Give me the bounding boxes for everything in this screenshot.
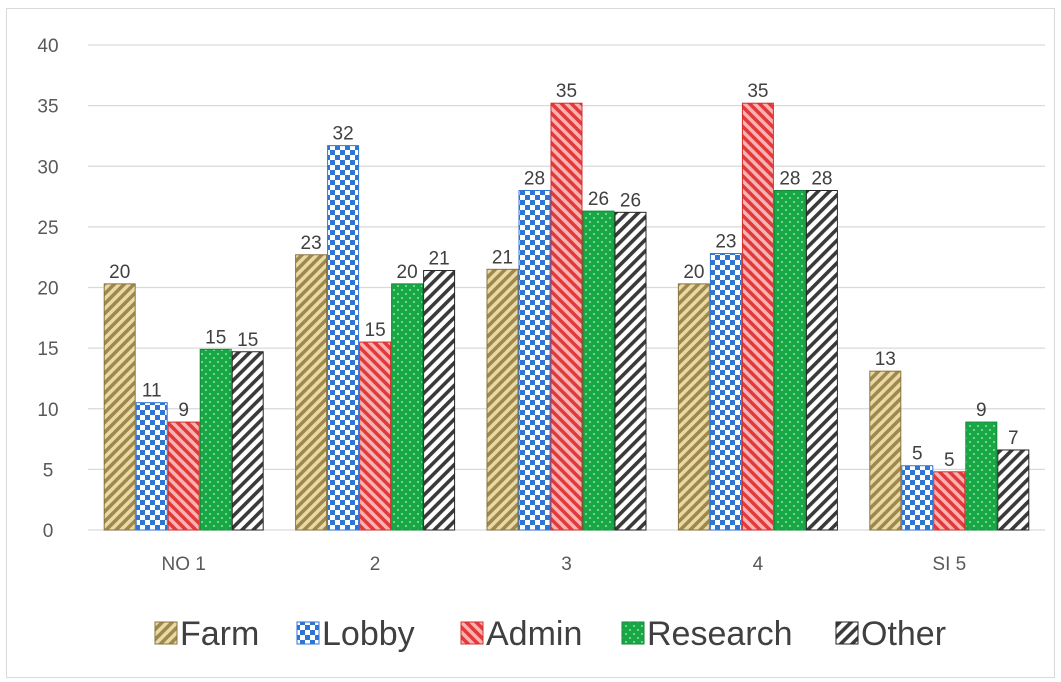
bar-farm — [869, 370, 902, 531]
y-tick-label: 20 — [37, 279, 58, 300]
bar-lobby — [135, 402, 168, 531]
bar-lobby — [327, 145, 360, 531]
legend-label-research: Research — [647, 615, 793, 653]
bar-admin — [167, 421, 200, 531]
data-label: 26 — [620, 190, 641, 211]
bar-research — [582, 210, 615, 531]
y-tick-label: 10 — [37, 400, 58, 421]
bar-admin — [550, 102, 583, 531]
data-label: 21 — [429, 249, 450, 270]
data-labels: 20 11 9 15 15 23 32 15 20 21 21 28 35 26 26 20 23 35 28 28 1… — [109, 81, 1018, 471]
data-label: 35 — [556, 81, 577, 102]
y-tick-label: 35 — [37, 97, 58, 118]
bar-other — [231, 351, 264, 531]
bar-farm — [677, 283, 710, 531]
y-tick-label: 40 — [37, 36, 58, 57]
data-label: 26 — [588, 189, 609, 210]
data-label: 15 — [237, 330, 258, 351]
legend-swatch-other — [835, 621, 859, 645]
data-label: 20 — [683, 262, 704, 283]
bars — [103, 102, 1030, 531]
legend-label-farm: Farm — [180, 615, 259, 653]
x-category-label: 3 — [561, 554, 572, 575]
legend-label-other: Other — [861, 615, 946, 653]
data-label: 28 — [811, 169, 832, 190]
bar-research — [199, 348, 232, 531]
legend-swatch-lobby — [296, 621, 320, 645]
bar-admin — [741, 102, 774, 531]
bar-other — [614, 211, 647, 531]
x-category-label: 4 — [753, 554, 764, 575]
bar-farm — [486, 268, 519, 531]
data-label: 5 — [944, 450, 955, 471]
data-label: 13 — [875, 349, 896, 370]
x-axis-categories: NO 1 2 3 4 SI 5 — [162, 554, 967, 575]
data-label: 9 — [178, 400, 189, 421]
x-category-label: SI 5 — [932, 554, 966, 575]
data-label: 23 — [301, 233, 322, 254]
x-category-label: 2 — [370, 554, 381, 575]
bar-lobby — [901, 465, 934, 531]
legend-swatch-farm — [154, 621, 178, 645]
bar-farm — [295, 254, 328, 531]
bar-farm — [103, 283, 136, 531]
data-label: 20 — [109, 262, 130, 283]
data-label: 20 — [397, 262, 418, 283]
data-label: 32 — [333, 124, 354, 145]
legend-swatch-admin — [460, 621, 484, 645]
bar-lobby — [518, 190, 551, 531]
data-label: 15 — [205, 327, 226, 348]
bar-research — [773, 190, 806, 531]
data-label: 28 — [779, 169, 800, 190]
y-tick-label: 30 — [37, 157, 58, 178]
data-label: 5 — [912, 444, 923, 465]
data-label: 15 — [365, 320, 386, 341]
data-label: 11 — [142, 381, 162, 402]
bar-other — [423, 270, 456, 531]
legend-swatch-research — [621, 621, 645, 645]
data-label: 35 — [747, 81, 768, 102]
x-category-label: NO 1 — [162, 554, 206, 575]
legend-label-admin: Admin — [486, 615, 582, 653]
bar-research — [391, 283, 424, 531]
bar-admin — [359, 341, 392, 531]
data-label: 28 — [524, 169, 545, 190]
bar-admin — [933, 471, 966, 531]
bar-lobby — [709, 253, 742, 531]
legend-label-lobby: Lobby — [322, 615, 415, 653]
legend: Farm Lobby Admin Research Other — [154, 615, 946, 653]
data-label: 7 — [1008, 428, 1019, 449]
y-tick-label: 5 — [43, 460, 54, 481]
y-tick-label: 0 — [43, 521, 54, 542]
data-label: 23 — [715, 232, 736, 253]
y-tick-label: 15 — [37, 339, 58, 360]
y-axis-ticks: 0 5 10 15 20 25 30 35 40 — [37, 36, 58, 542]
bar-research — [965, 421, 998, 531]
bar-other — [805, 190, 838, 531]
data-label: 21 — [492, 247, 513, 268]
data-label: 9 — [976, 400, 987, 421]
bar-other — [997, 449, 1030, 531]
y-tick-label: 25 — [37, 218, 58, 239]
